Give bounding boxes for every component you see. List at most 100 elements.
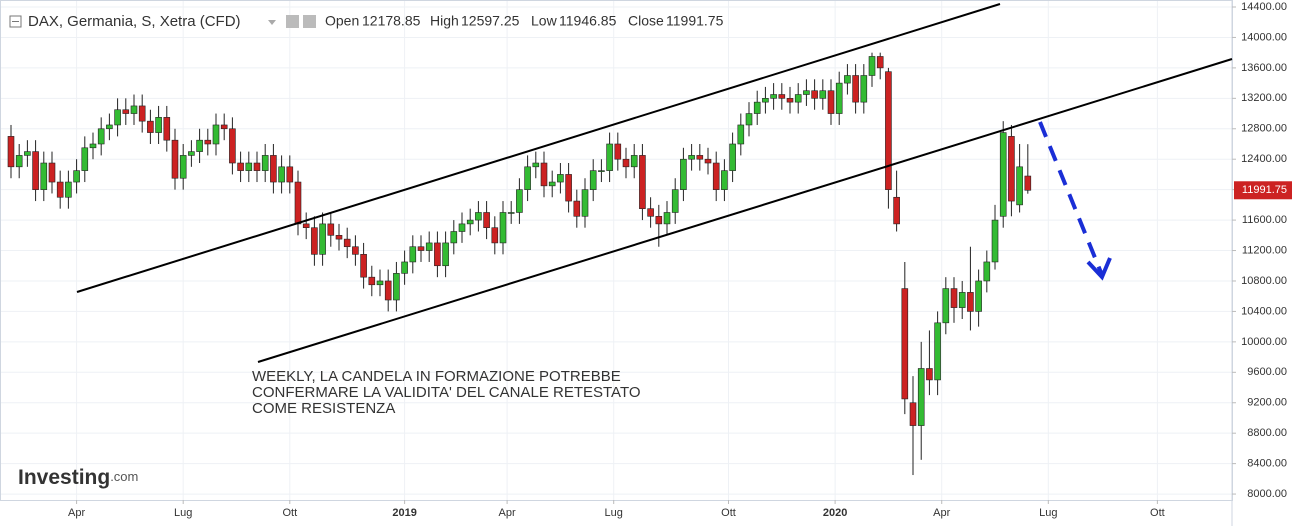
x-tick-label: Ott bbox=[1150, 507, 1165, 519]
last-price-label: 11991.75 bbox=[1242, 184, 1287, 196]
x-tick-label: 2019 bbox=[392, 507, 416, 519]
candle-body bbox=[876, 56, 884, 69]
candle-body bbox=[311, 227, 318, 255]
candle-body bbox=[606, 143, 613, 171]
candle-body bbox=[442, 242, 449, 267]
y-tick-label: 11600.00 bbox=[1242, 214, 1287, 226]
brand-domain: .com bbox=[110, 469, 138, 484]
candle-body bbox=[737, 124, 745, 145]
x-tick-label: Lug bbox=[605, 507, 623, 519]
y-tick-label: 10400.00 bbox=[1241, 305, 1287, 317]
x-tick-label: Ott bbox=[721, 507, 736, 519]
candle-body bbox=[1016, 166, 1023, 206]
forecast-arrowhead bbox=[1086, 257, 1112, 281]
candle-body bbox=[852, 75, 859, 103]
y-tick-label: 9200.00 bbox=[1247, 397, 1287, 409]
candle-body bbox=[360, 254, 367, 278]
channel-lower bbox=[257, 58, 1233, 363]
candle-body bbox=[417, 246, 425, 251]
candle-body bbox=[926, 368, 933, 381]
candle-body bbox=[138, 105, 146, 122]
brand-logo: Investing.com bbox=[18, 466, 138, 489]
candle-body bbox=[712, 162, 720, 190]
candle-body bbox=[499, 212, 507, 244]
candle-body bbox=[762, 98, 769, 103]
candle-body bbox=[56, 181, 64, 198]
candle-body bbox=[368, 276, 376, 286]
candle-body bbox=[147, 120, 154, 133]
grid bbox=[0, 0, 1232, 500]
candle-body bbox=[958, 292, 966, 308]
y-tick-label: 9600.00 bbox=[1247, 366, 1287, 378]
candle-body bbox=[7, 136, 15, 168]
candle-body bbox=[155, 117, 162, 133]
last-price-box bbox=[1234, 181, 1292, 200]
candle-body bbox=[975, 280, 982, 312]
high-label: High bbox=[430, 13, 459, 29]
candle-body bbox=[220, 124, 228, 130]
y-tick-label: 8800.00 bbox=[1247, 427, 1287, 439]
candle-body bbox=[40, 162, 48, 190]
candle-body bbox=[540, 162, 548, 187]
candle-body bbox=[794, 94, 802, 103]
candle-body bbox=[122, 109, 130, 114]
candle-body bbox=[622, 158, 630, 168]
candle-body bbox=[630, 155, 638, 168]
candle-body bbox=[753, 101, 761, 114]
candle-body bbox=[844, 75, 851, 84]
fullscreen-icon[interactable] bbox=[303, 15, 316, 28]
candle-body bbox=[97, 128, 105, 145]
candle-body bbox=[261, 155, 269, 171]
close-label: Close bbox=[628, 13, 664, 29]
x-tick-label: 2020 bbox=[823, 507, 847, 519]
candle-body bbox=[32, 151, 39, 190]
candle-body bbox=[163, 117, 171, 141]
y-tick-label: 14000.00 bbox=[1241, 31, 1287, 43]
candle-body bbox=[335, 235, 343, 240]
collapse-icon[interactable] bbox=[9, 15, 22, 28]
candle-body bbox=[483, 212, 490, 229]
candle-body bbox=[229, 128, 236, 164]
candle-body bbox=[384, 280, 392, 301]
open-value: 12178.85 bbox=[362, 13, 421, 29]
candle-body bbox=[557, 174, 564, 183]
settings-icon[interactable] bbox=[286, 15, 299, 28]
candle-body bbox=[106, 124, 113, 130]
dropdown-icon[interactable] bbox=[268, 20, 276, 25]
candle-body bbox=[24, 151, 31, 156]
annotation-line: COME RESISTENZA bbox=[252, 400, 395, 417]
candle-body bbox=[343, 238, 351, 248]
candle-body bbox=[196, 139, 203, 152]
candle-body bbox=[245, 162, 253, 171]
candle-body bbox=[401, 261, 408, 274]
y-tick-label: 11200.00 bbox=[1242, 244, 1287, 256]
candle-body bbox=[614, 143, 622, 160]
candle-body bbox=[680, 158, 687, 190]
y-tick-label: 10000.00 bbox=[1241, 336, 1287, 348]
candle-body bbox=[688, 155, 695, 160]
candle-body bbox=[270, 155, 277, 183]
candle-body bbox=[827, 90, 835, 114]
candle-body bbox=[589, 170, 597, 190]
x-tick-label: Apr bbox=[499, 507, 516, 519]
candle-body bbox=[450, 231, 458, 244]
candle-body bbox=[934, 322, 941, 381]
candle-body bbox=[81, 147, 89, 171]
candle-body bbox=[327, 223, 335, 236]
candle-body bbox=[868, 56, 876, 76]
low-value: 11946.85 bbox=[559, 13, 617, 29]
open-label: Open bbox=[325, 13, 359, 29]
y-tick-label: 8000.00 bbox=[1247, 488, 1287, 500]
y-tick-label: 12400.00 bbox=[1241, 153, 1287, 165]
candle-body bbox=[581, 189, 589, 217]
candle-body bbox=[204, 139, 212, 145]
forecast-arrow bbox=[1038, 121, 1104, 276]
candle-body bbox=[647, 208, 654, 217]
candle-body bbox=[237, 162, 244, 171]
candle-body bbox=[425, 242, 433, 251]
candle-body bbox=[696, 155, 704, 160]
candle-body bbox=[671, 189, 679, 213]
candle-body bbox=[893, 196, 900, 225]
